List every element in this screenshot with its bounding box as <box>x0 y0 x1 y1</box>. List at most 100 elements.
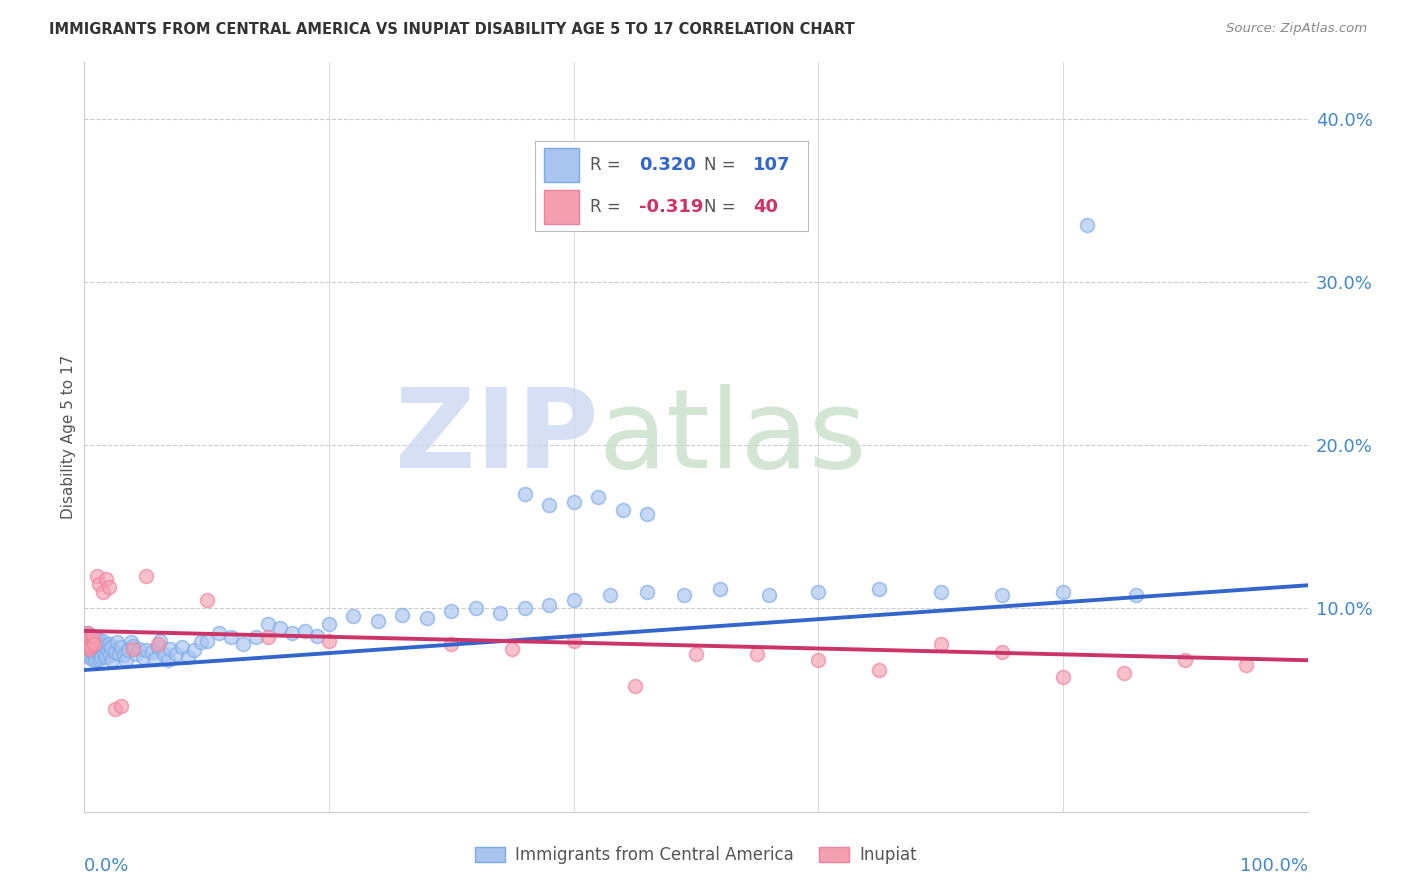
Point <box>232 637 254 651</box>
Point <box>172 640 194 655</box>
Point <box>636 584 658 599</box>
Point <box>76 641 98 656</box>
Point <box>86 568 108 582</box>
Point <box>97 580 120 594</box>
Point <box>90 650 112 665</box>
Text: atlas: atlas <box>598 384 866 491</box>
Point <box>1174 653 1197 667</box>
Point <box>80 641 103 656</box>
Point <box>538 598 561 612</box>
Point <box>281 625 304 640</box>
Point <box>747 647 769 661</box>
Point <box>75 631 97 645</box>
Point <box>807 653 830 667</box>
Point <box>929 637 952 651</box>
Point <box>100 640 122 655</box>
Point <box>440 604 463 618</box>
Point <box>82 645 104 659</box>
Point <box>110 640 132 655</box>
Point <box>1236 658 1258 673</box>
Point <box>624 679 647 693</box>
Text: N =: N = <box>704 155 735 174</box>
Point <box>89 637 111 651</box>
Point <box>195 633 218 648</box>
Point <box>440 637 463 651</box>
Legend: Immigrants from Central America, Inupiat: Immigrants from Central America, Inupiat <box>468 839 924 871</box>
Text: 40: 40 <box>754 197 779 216</box>
Point <box>294 624 316 638</box>
Text: ZIP: ZIP <box>395 384 598 491</box>
Point <box>87 640 110 655</box>
Point <box>75 631 97 645</box>
Point <box>513 487 536 501</box>
Text: R =: R = <box>591 197 620 216</box>
Text: IMMIGRANTS FROM CENTRAL AMERICA VS INUPIAT DISABILITY AGE 5 TO 17 CORRELATION CH: IMMIGRANTS FROM CENTRAL AMERICA VS INUPI… <box>49 22 855 37</box>
Point <box>135 643 157 657</box>
Text: 0.320: 0.320 <box>638 155 696 174</box>
Point <box>120 635 142 649</box>
Point <box>82 629 104 643</box>
Point <box>991 645 1014 659</box>
Point <box>208 625 231 640</box>
Point <box>122 641 145 656</box>
Point <box>709 582 731 596</box>
Point <box>79 643 101 657</box>
Point <box>83 640 105 655</box>
Point <box>89 647 111 661</box>
Point <box>79 637 101 651</box>
Point <box>97 643 120 657</box>
Point <box>117 643 139 657</box>
Point <box>195 593 218 607</box>
Point <box>128 641 150 656</box>
Bar <box>544 148 579 182</box>
Point <box>177 650 200 665</box>
Point <box>80 633 103 648</box>
Point <box>75 637 97 651</box>
Point <box>538 499 561 513</box>
Point <box>156 653 179 667</box>
Point <box>869 663 891 677</box>
Point <box>77 641 100 656</box>
Point <box>489 606 512 620</box>
Point <box>599 588 621 602</box>
Point <box>562 593 585 607</box>
Point <box>82 639 104 653</box>
Point <box>79 631 101 645</box>
Point <box>104 645 127 659</box>
Point <box>1076 219 1098 233</box>
Point <box>122 639 145 653</box>
Point <box>132 650 155 665</box>
Point <box>502 641 524 656</box>
Point <box>77 635 100 649</box>
Point <box>76 625 98 640</box>
Point <box>141 645 163 659</box>
Point <box>91 641 114 656</box>
Point <box>672 588 695 602</box>
Text: N =: N = <box>704 197 735 216</box>
Point <box>80 633 103 648</box>
Point <box>245 631 267 645</box>
Point <box>77 635 100 649</box>
Point <box>101 653 124 667</box>
Point <box>929 584 952 599</box>
Point <box>93 647 115 661</box>
Text: 0.0%: 0.0% <box>84 856 129 875</box>
Point <box>149 633 172 648</box>
Point <box>84 643 107 657</box>
Point <box>318 617 340 632</box>
Point <box>75 640 97 655</box>
Point <box>305 629 328 643</box>
Point <box>105 635 128 649</box>
Point <box>86 645 108 659</box>
Point <box>1052 584 1074 599</box>
Point <box>125 647 148 661</box>
Point <box>77 629 100 643</box>
Point <box>83 631 105 645</box>
Point <box>107 647 129 661</box>
Point <box>146 640 169 655</box>
Point <box>91 633 114 648</box>
Point <box>612 503 634 517</box>
Point <box>79 639 101 653</box>
Point <box>991 588 1014 602</box>
Point <box>96 650 118 665</box>
